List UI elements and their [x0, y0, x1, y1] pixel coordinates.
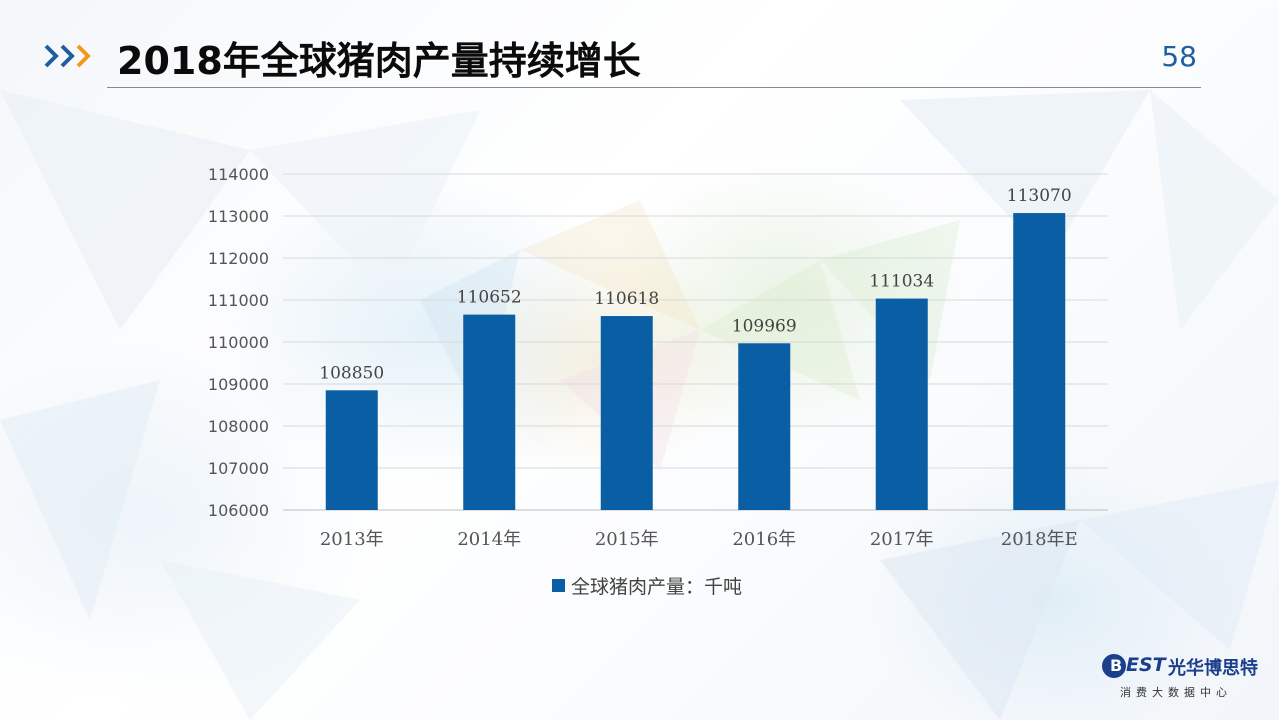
- y-tick-label: 110000: [208, 333, 269, 352]
- x-tick-label: 2017年: [870, 529, 934, 550]
- chart-bars: [325, 213, 1066, 510]
- y-tick-label: 109000: [208, 375, 269, 394]
- bar: [463, 314, 516, 510]
- x-tick-label: 2013年: [320, 529, 384, 550]
- logo-subtitle: 消费大数据中心: [1120, 686, 1232, 699]
- data-label: 110618: [594, 289, 659, 309]
- y-tick-label: 106000: [208, 501, 269, 520]
- page-number: 58: [1161, 40, 1197, 73]
- chart-y-tick-labels: 106000 107000 108000 109000 110000 111000 1120…: [208, 165, 269, 520]
- data-label: 110652: [457, 288, 522, 308]
- slide-title: 2018年全球猪肉产量持续增长: [117, 39, 641, 83]
- logo-est-text: EST: [1126, 654, 1166, 676]
- bar: [875, 298, 928, 510]
- title-divider: [107, 87, 1201, 88]
- legend-label: 全球猪肉产量：千吨: [571, 576, 743, 598]
- data-label: 108850: [319, 363, 384, 383]
- y-tick-label: 107000: [208, 459, 269, 478]
- y-tick-label: 108000: [208, 417, 269, 436]
- logo-company-name: 光华博思特: [1168, 658, 1258, 679]
- x-tick-label: 2016年: [732, 529, 796, 550]
- chart-gridlines: [283, 173, 1108, 511]
- chevron-arrows-icon: [44, 44, 91, 68]
- x-tick-label: 2014年: [457, 529, 521, 550]
- chart-x-tick-labels: 2013年 2014年 2015年 2016年 2017年 2018年E: [320, 529, 1078, 550]
- legend-swatch: [552, 579, 565, 592]
- data-label: 113070: [1007, 186, 1072, 206]
- company-logo: B EST 光华博思特 消费大数据中心: [1100, 654, 1265, 704]
- data-label: 109969: [732, 316, 797, 336]
- data-label: 111034: [869, 272, 934, 292]
- y-tick-label: 113000: [208, 207, 269, 226]
- bar: [1013, 213, 1066, 510]
- bar: [738, 343, 791, 510]
- logo-mark: B: [1102, 654, 1126, 678]
- bar: [325, 390, 378, 510]
- chart-data-labels: 108850 110652 110618 109969 111034 113070: [319, 186, 1071, 383]
- x-tick-label: 2018年E: [1001, 529, 1078, 550]
- y-tick-label: 112000: [208, 249, 269, 268]
- y-tick-label: 111000: [208, 291, 269, 310]
- bar: [600, 316, 653, 510]
- x-tick-label: 2015年: [595, 529, 659, 550]
- chart-legend: 全球猪肉产量：千吨: [552, 572, 742, 599]
- y-tick-label: 114000: [208, 165, 269, 184]
- logo-mark-letter: B: [1110, 656, 1123, 675]
